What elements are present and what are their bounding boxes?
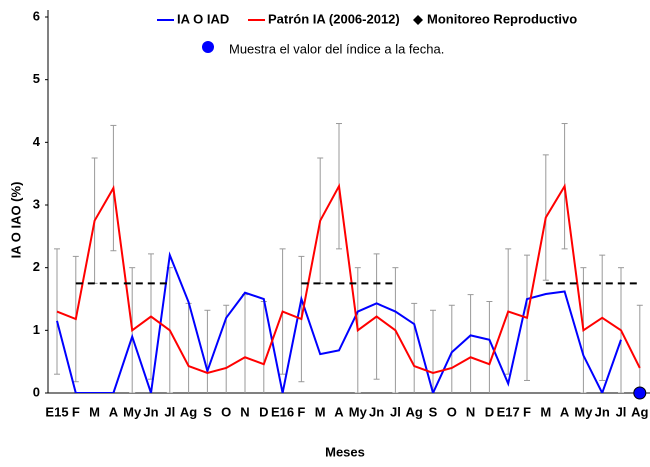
x-tick-label: Ag [406, 404, 423, 419]
x-tick-label: Jn [369, 404, 384, 419]
x-tick-label: Jn [595, 404, 610, 419]
x-tick-label: Jl [616, 404, 627, 419]
y-tick-label: 2 [33, 259, 40, 274]
series-line [56, 251, 622, 393]
x-tick-label: My [349, 404, 368, 419]
y-tick-label: 0 [33, 384, 40, 399]
x-tick-label: S [429, 404, 438, 419]
x-tick-label: Ag [180, 404, 197, 419]
x-tick-label: D [485, 404, 494, 419]
x-tick-label: N [466, 404, 475, 419]
x-tick-label: F [297, 404, 305, 419]
legend-label: Muestra el valor del índice a la fecha. [229, 41, 444, 56]
x-tick-label: D [259, 404, 268, 419]
legend-label: Monitoreo Reproductivo [427, 11, 577, 26]
legend-label: IA O IAD [177, 11, 229, 26]
x-tick-label: M [315, 404, 326, 419]
point-marker [633, 386, 647, 400]
y-axis-title: IA O IAO (%) [8, 182, 23, 259]
x-tick-label: F [523, 404, 531, 419]
legend-swatch [202, 41, 214, 53]
x-tick-label: S [203, 404, 212, 419]
x-tick-label: Ag [631, 404, 648, 419]
error-bar [636, 304, 643, 393]
x-tick-label: F [72, 404, 80, 419]
x-tick-label: E15 [45, 404, 68, 419]
y-tick-label: 6 [33, 8, 40, 23]
y-tick-label: 3 [33, 196, 40, 211]
x-tick-label: A [109, 404, 119, 419]
x-tick-label: M [540, 404, 551, 419]
legend-label: Patrón IA (2006-2012) [268, 11, 400, 26]
y-tick-label: 5 [33, 71, 40, 86]
x-tick-label: N [240, 404, 249, 419]
y-tick-label: 1 [33, 322, 40, 337]
x-tick-label: M [89, 404, 100, 419]
x-tick-label: E17 [497, 404, 520, 419]
legend-swatch [413, 15, 423, 25]
x-tick-label: My [574, 404, 593, 419]
x-tick-label: O [221, 404, 231, 419]
x-tick-label: A [560, 404, 570, 419]
x-axis-title: Meses [325, 444, 365, 459]
x-tick-label: O [447, 404, 457, 419]
x-tick-label: Jl [390, 404, 401, 419]
x-tick-label: Jn [143, 404, 158, 419]
x-tick-label: Jl [164, 404, 175, 419]
x-tick-label: E16 [271, 404, 294, 419]
series-line [56, 183, 641, 374]
x-tick-label: A [334, 404, 344, 419]
x-tick-label: My [123, 404, 142, 419]
plot-area [54, 123, 643, 393]
y-tick-label: 4 [33, 134, 41, 149]
